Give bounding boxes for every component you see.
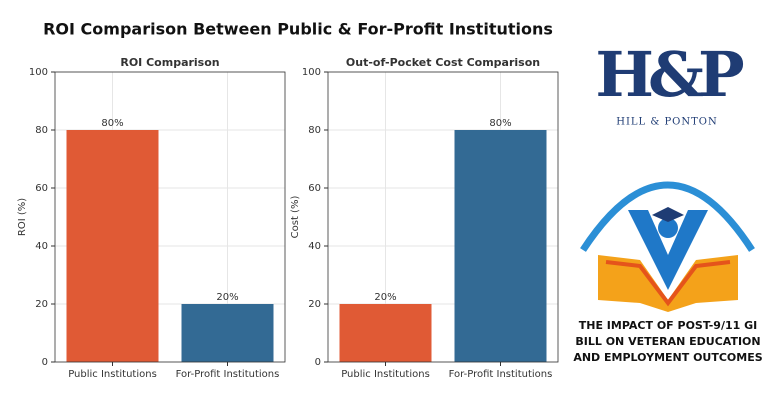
plot-frame	[54, 71, 286, 363]
y-tick-label: 40	[308, 241, 321, 252]
book	[598, 255, 738, 312]
y-tick-label: 100	[302, 67, 321, 78]
bar	[339, 304, 432, 362]
bar	[181, 304, 274, 362]
x-tick-label: For-Profit Institutions	[449, 369, 553, 380]
y-tick-label: 20	[35, 299, 48, 310]
y-tick-label: 60	[308, 183, 321, 194]
arc	[580, 181, 755, 252]
bar	[454, 130, 547, 362]
y-tick-label: 80	[308, 125, 321, 136]
book-title-line: THE IMPACT OF POST-9/11 GI	[579, 319, 757, 332]
logo-mark: H&P	[595, 38, 744, 111]
y-tick-label: 20	[308, 299, 321, 310]
plot-frame	[327, 71, 559, 363]
x-tick-label: Public Institutions	[341, 369, 430, 380]
y-tick-label: 80	[35, 125, 48, 136]
y-tick-label: 0	[315, 357, 321, 368]
head	[658, 218, 678, 238]
x-tick-label: Public Institutions	[68, 369, 157, 380]
y-axis-label: ROI (%)	[17, 198, 28, 236]
x-tick-label: For-Profit Institutions	[176, 369, 280, 380]
y-tick-label: 100	[29, 67, 48, 78]
chart-title: Out-of-Pocket Cost Comparison	[346, 56, 540, 69]
value-label: 80%	[101, 118, 123, 129]
page-title: ROI Comparison Between Public & For-Prof…	[43, 20, 553, 39]
bar	[66, 130, 159, 362]
book-page	[605, 260, 731, 307]
book-title-line: AND EMPLOYMENT OUTCOMES	[573, 351, 762, 364]
y-axis-label: Cost (%)	[290, 196, 301, 239]
v-shape	[628, 210, 708, 290]
book-logo	[580, 181, 755, 312]
cap	[652, 207, 684, 222]
hp-logo: H&P HILL & PONTON	[595, 38, 750, 128]
y-tick-label: 0	[42, 357, 48, 368]
chart-title: ROI Comparison	[120, 56, 219, 69]
y-tick-label: 60	[35, 183, 48, 194]
y-tick-label: 40	[35, 241, 48, 252]
value-label: 20%	[374, 292, 396, 303]
value-label: 80%	[489, 118, 511, 129]
value-label: 20%	[216, 292, 238, 303]
logo-name: HILL & PONTON	[616, 117, 718, 128]
book-title-line: BILL ON VETERAN EDUCATION	[575, 335, 760, 348]
